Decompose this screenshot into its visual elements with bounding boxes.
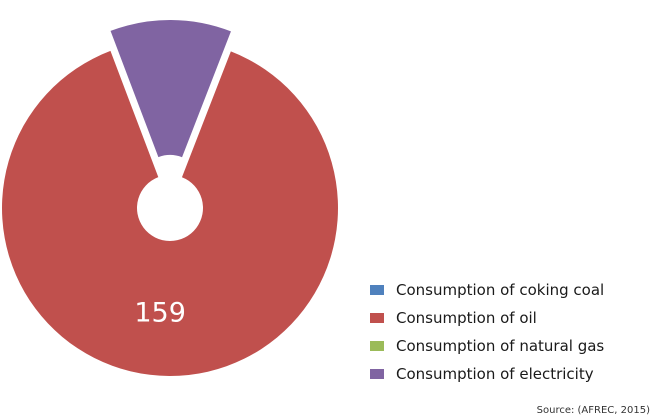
legend-swatch-consumption-of-electricity [370, 369, 384, 379]
slice-labels: 159 [134, 298, 186, 329]
legend-label-consumption-of-natural-gas: Consumption of natural gas [396, 337, 604, 355]
pie-slices [2, 20, 338, 376]
legend-swatch-consumption-of-coking-coal [370, 285, 384, 295]
slice-consumption-of-oil [2, 50, 338, 376]
legend: Consumption of coking coal Consumption of… [370, 281, 604, 383]
slice-consumption-of-electricity [110, 20, 231, 158]
legend-label-consumption-of-oil: Consumption of oil [396, 309, 537, 327]
legend-label-consumption-of-coking-coal: Consumption of coking coal [396, 281, 604, 299]
legend-swatch-consumption-of-oil [370, 313, 384, 323]
source-note: Source: (AFREC, 2015) [537, 405, 650, 416]
slice-label-consumption-of-oil: 159 [134, 298, 186, 329]
legend-swatch-consumption-of-natural-gas [370, 341, 384, 351]
legend-label-consumption-of-electricity: Consumption of electricity [396, 365, 594, 383]
